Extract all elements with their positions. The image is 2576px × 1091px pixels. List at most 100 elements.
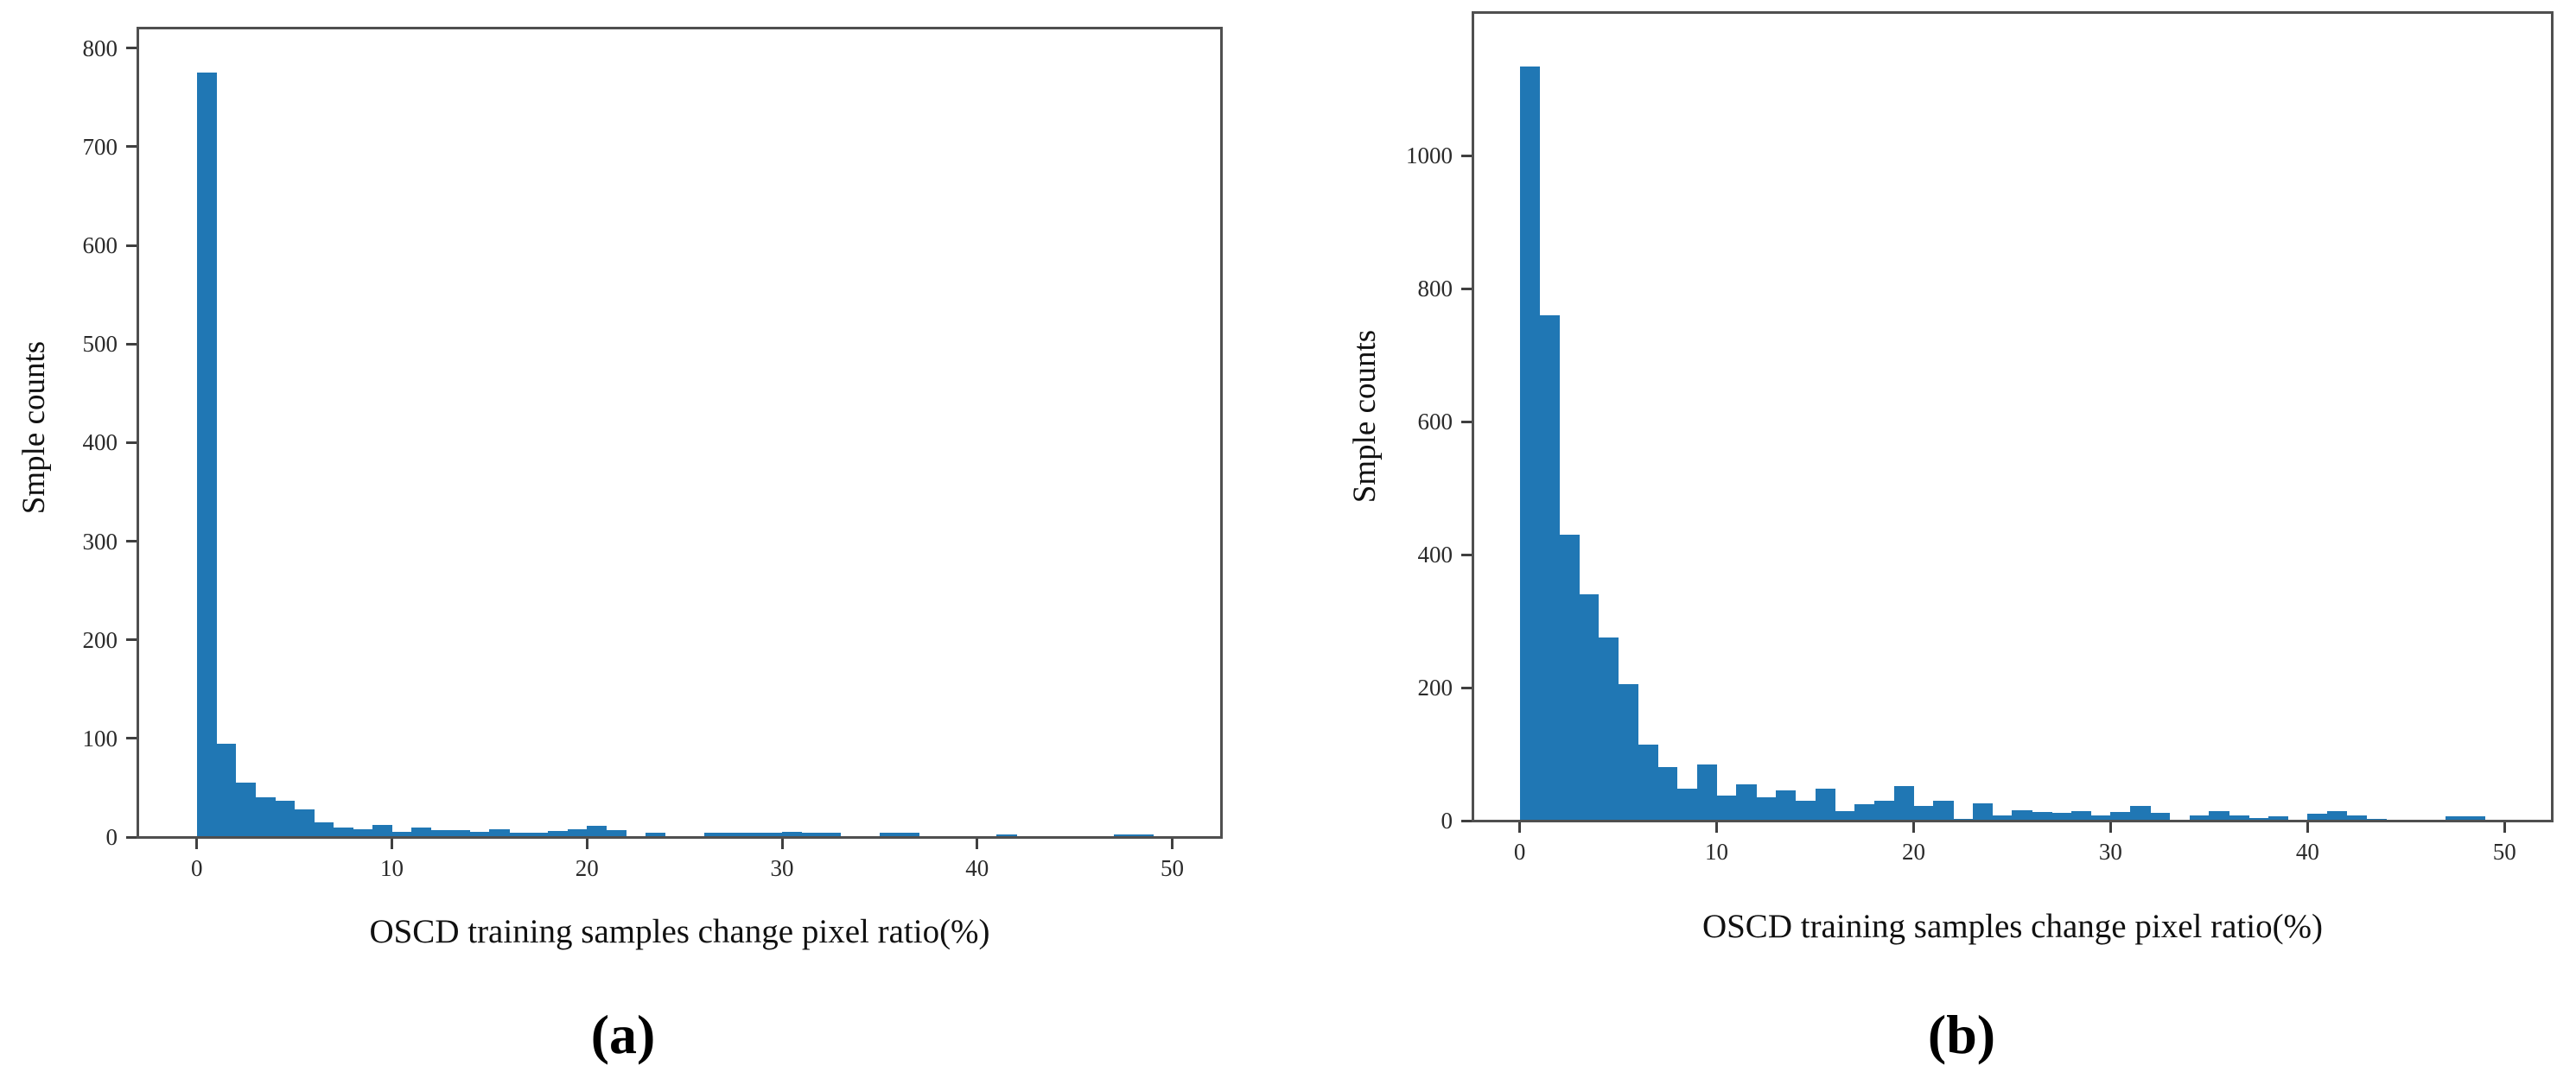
- histogram-bar: [1953, 818, 1974, 821]
- histogram-bar: [196, 73, 217, 837]
- histogram-bar: [548, 831, 569, 837]
- x-tick-label: 20: [1901, 839, 1925, 865]
- x-tick: [1518, 822, 1522, 833]
- histogram-bar: [762, 833, 783, 837]
- histogram-bar: [1933, 800, 1954, 821]
- x-tick-label: 40: [2295, 839, 2319, 865]
- x-axis-label-b: OSCD training samples change pixel ratio…: [1701, 908, 2324, 945]
- histogram-bar: [1696, 764, 1718, 821]
- histogram-bar: [391, 832, 412, 837]
- x-axis-label-a: OSCD training samples change pixel ratio…: [369, 913, 990, 950]
- histogram-bar: [430, 830, 451, 837]
- histogram-bar: [1618, 684, 1638, 821]
- y-tick: [1461, 287, 1472, 290]
- y-tick: [1461, 819, 1472, 822]
- y-tick-label: 0: [1441, 808, 1453, 834]
- x-tick-label: 30: [2098, 839, 2122, 865]
- histogram-bar: [703, 833, 724, 837]
- histogram-bar: [1775, 790, 1797, 821]
- histogram-bar: [2012, 809, 2032, 821]
- histogram-bar: [587, 826, 607, 837]
- histogram-bar: [1638, 744, 1658, 821]
- histogram-bar: [314, 821, 334, 837]
- y-tick-label: 500: [82, 331, 118, 358]
- histogram-bar: [646, 833, 666, 837]
- histogram-bar: [2307, 814, 2328, 821]
- histogram-bar: [2229, 815, 2249, 821]
- left-spine: [1472, 11, 1474, 822]
- histogram-bar: [2465, 816, 2486, 821]
- histogram-bar: [879, 833, 900, 837]
- x-tick: [1171, 839, 1174, 849]
- histogram-bar: [782, 832, 803, 837]
- histogram-bar: [294, 809, 315, 837]
- histogram-bar: [1579, 594, 1600, 821]
- subfigure-caption-a: (a): [590, 1004, 656, 1065]
- y-tick: [126, 540, 137, 543]
- x-tick: [976, 839, 979, 849]
- x-tick: [195, 839, 199, 849]
- histogram-bar: [1992, 815, 2013, 821]
- x-tick: [2503, 822, 2506, 833]
- y-tick-label: 0: [105, 824, 118, 850]
- y-tick: [126, 244, 137, 247]
- histogram-bar: [821, 833, 842, 837]
- histogram-bar: [1133, 834, 1154, 837]
- histogram-bar: [2209, 811, 2229, 821]
- x-tick-label: 0: [190, 855, 203, 881]
- histogram-bar: [1559, 535, 1580, 821]
- x-tick-label: 30: [770, 855, 794, 881]
- histogram-bar: [2268, 815, 2289, 821]
- y-tick: [1461, 686, 1472, 689]
- histogram-bar: [899, 833, 919, 837]
- y-tick-label: 200: [82, 626, 118, 653]
- histogram-bar: [489, 828, 510, 837]
- left-spine: [137, 27, 139, 839]
- bottom-spine: [137, 836, 1223, 839]
- y-tick-label: 400: [82, 429, 118, 456]
- histogram-bar: [2070, 810, 2092, 821]
- histogram-bar: [509, 833, 530, 837]
- histogram-bar: [2366, 818, 2388, 821]
- y-tick-label: 100: [82, 725, 118, 752]
- y-tick: [126, 145, 137, 149]
- histogram-bar: [996, 834, 1017, 837]
- histogram-bar: [567, 828, 588, 837]
- histogram-bar: [1716, 795, 1737, 821]
- top-spine: [1472, 11, 2554, 14]
- x-tick: [2306, 822, 2309, 833]
- y-tick-label: 800: [82, 35, 118, 61]
- right-spine: [2551, 11, 2554, 822]
- histogram-bar: [801, 833, 822, 837]
- y-tick-label: 600: [82, 232, 118, 259]
- histogram-bar: [1835, 811, 1855, 821]
- histogram-bar: [1756, 797, 1777, 821]
- histogram-bar: [2327, 810, 2348, 821]
- histogram-bar: [2445, 816, 2466, 821]
- histogram-bar: [216, 743, 237, 837]
- histogram-bar: [2346, 815, 2368, 821]
- histogram-bar: [469, 832, 490, 837]
- histogram-bar: [2090, 815, 2111, 821]
- histogram-bar: [2051, 812, 2072, 821]
- y-tick-label: 300: [82, 528, 118, 555]
- histogram-bar: [275, 800, 296, 837]
- x-tick-label: 0: [1513, 839, 1526, 865]
- y-tick: [126, 342, 137, 346]
- histogram-bar: [1539, 315, 1560, 821]
- y-tick-label: 700: [82, 133, 118, 160]
- histogram-bar: [372, 825, 393, 837]
- x-tick: [390, 839, 393, 849]
- x-tick-label: 20: [575, 855, 599, 881]
- y-tick-label: 800: [1417, 276, 1453, 302]
- histogram-bar: [606, 830, 627, 837]
- histogram-bar: [1598, 637, 1619, 821]
- y-tick-label: 200: [1417, 675, 1453, 701]
- histogram-bar: [235, 783, 257, 837]
- histogram-bar: [411, 827, 432, 837]
- x-tick-label: 10: [1705, 839, 1728, 865]
- histogram-bar: [2150, 812, 2171, 821]
